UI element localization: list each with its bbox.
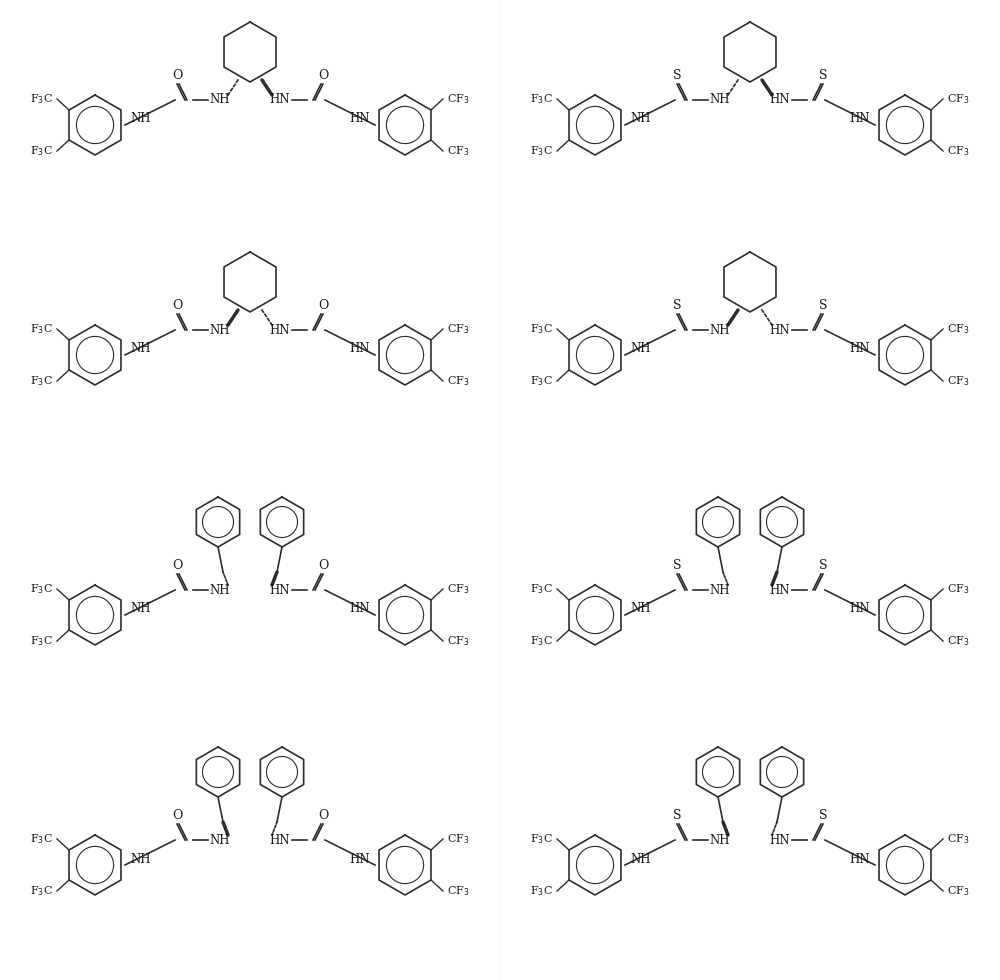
Text: O: O xyxy=(318,559,328,572)
Text: CF$_3$: CF$_3$ xyxy=(447,582,470,596)
Text: HN: HN xyxy=(850,603,870,615)
Text: NH: NH xyxy=(630,113,650,125)
Text: F$_3$C: F$_3$C xyxy=(530,144,553,158)
Text: F$_3$C: F$_3$C xyxy=(530,322,553,336)
Text: O: O xyxy=(318,809,328,822)
Text: CF$_3$: CF$_3$ xyxy=(447,884,470,898)
Text: NH: NH xyxy=(210,323,230,336)
Text: HN: HN xyxy=(350,113,370,125)
Text: CF$_3$: CF$_3$ xyxy=(447,374,470,388)
Text: NH: NH xyxy=(630,603,650,615)
Text: HN: HN xyxy=(850,342,870,356)
Text: O: O xyxy=(318,299,328,312)
Text: CF$_3$: CF$_3$ xyxy=(447,144,470,158)
Text: F$_3$C: F$_3$C xyxy=(530,582,553,596)
Text: CF$_3$: CF$_3$ xyxy=(947,322,970,336)
Text: CF$_3$: CF$_3$ xyxy=(947,144,970,158)
Text: F$_3$C: F$_3$C xyxy=(30,884,53,898)
Text: HN: HN xyxy=(350,853,370,865)
Text: HN: HN xyxy=(270,834,290,847)
Text: CF$_3$: CF$_3$ xyxy=(947,92,970,106)
Text: CF$_3$: CF$_3$ xyxy=(447,322,470,336)
Text: F$_3$C: F$_3$C xyxy=(30,634,53,648)
Text: S: S xyxy=(673,559,681,572)
Text: NH: NH xyxy=(710,583,730,597)
Text: NH: NH xyxy=(710,834,730,847)
Text: CF$_3$: CF$_3$ xyxy=(947,634,970,648)
Text: HN: HN xyxy=(350,342,370,356)
Text: NH: NH xyxy=(710,323,730,336)
Text: CF$_3$: CF$_3$ xyxy=(447,634,470,648)
Text: F$_3$C: F$_3$C xyxy=(30,582,53,596)
Text: S: S xyxy=(819,299,827,312)
Text: NH: NH xyxy=(130,342,150,356)
Text: S: S xyxy=(819,559,827,572)
Text: HN: HN xyxy=(770,323,790,336)
Text: HN: HN xyxy=(770,93,790,107)
Text: CF$_3$: CF$_3$ xyxy=(447,832,470,846)
Text: O: O xyxy=(172,299,182,312)
Text: F$_3$C: F$_3$C xyxy=(30,374,53,388)
Text: F$_3$C: F$_3$C xyxy=(30,322,53,336)
Text: F$_3$C: F$_3$C xyxy=(30,92,53,106)
Text: HN: HN xyxy=(770,834,790,847)
Text: CF$_3$: CF$_3$ xyxy=(947,832,970,846)
Text: HN: HN xyxy=(270,583,290,597)
Text: NH: NH xyxy=(130,603,150,615)
Text: CF$_3$: CF$_3$ xyxy=(447,92,470,106)
Text: S: S xyxy=(673,299,681,312)
Text: F$_3$C: F$_3$C xyxy=(530,374,553,388)
Text: F$_3$C: F$_3$C xyxy=(530,832,553,846)
Text: NH: NH xyxy=(130,853,150,865)
Text: S: S xyxy=(819,809,827,822)
Text: CF$_3$: CF$_3$ xyxy=(947,374,970,388)
Text: F$_3$C: F$_3$C xyxy=(30,832,53,846)
Text: NH: NH xyxy=(630,853,650,865)
Text: HN: HN xyxy=(270,323,290,336)
Text: F$_3$C: F$_3$C xyxy=(30,144,53,158)
Text: CF$_3$: CF$_3$ xyxy=(947,884,970,898)
Text: O: O xyxy=(172,69,182,82)
Text: CF$_3$: CF$_3$ xyxy=(947,582,970,596)
Text: O: O xyxy=(318,69,328,82)
Text: S: S xyxy=(673,69,681,82)
Text: F$_3$C: F$_3$C xyxy=(530,884,553,898)
Text: NH: NH xyxy=(210,834,230,847)
Text: S: S xyxy=(673,809,681,822)
Text: HN: HN xyxy=(350,603,370,615)
Text: NH: NH xyxy=(210,93,230,107)
Text: NH: NH xyxy=(630,342,650,356)
Text: HN: HN xyxy=(770,583,790,597)
Text: NH: NH xyxy=(130,113,150,125)
Text: HN: HN xyxy=(850,113,870,125)
Text: F$_3$C: F$_3$C xyxy=(530,92,553,106)
Text: F$_3$C: F$_3$C xyxy=(530,634,553,648)
Text: NH: NH xyxy=(710,93,730,107)
Text: O: O xyxy=(172,559,182,572)
Text: HN: HN xyxy=(850,853,870,865)
Text: O: O xyxy=(172,809,182,822)
Text: S: S xyxy=(819,69,827,82)
Text: HN: HN xyxy=(270,93,290,107)
Text: NH: NH xyxy=(210,583,230,597)
